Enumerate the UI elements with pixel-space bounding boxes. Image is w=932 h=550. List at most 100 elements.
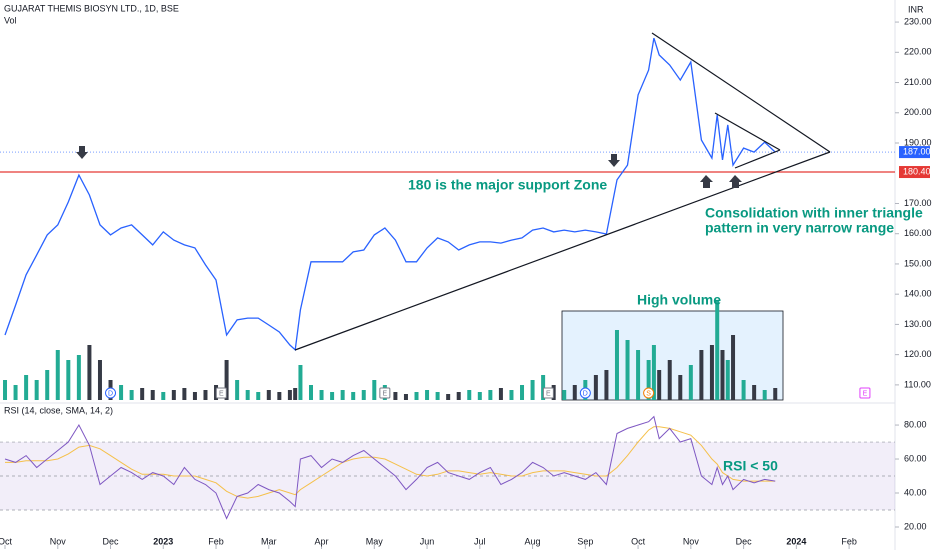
volume-bar	[235, 380, 240, 400]
event-marker	[859, 387, 871, 399]
volume-bar	[625, 340, 630, 400]
y-tick-label: 170.00	[904, 198, 932, 208]
price-tag	[899, 146, 930, 159]
event-marker	[105, 387, 117, 399]
volume-bar	[87, 345, 92, 400]
event-label: D	[108, 390, 113, 397]
x-tick-label: Oct	[0, 536, 13, 546]
price-tag-label: 187.00	[903, 146, 931, 156]
volume-bar	[319, 390, 324, 400]
volume-bar	[614, 330, 619, 400]
volume-bar	[277, 392, 282, 400]
volume-bar	[45, 370, 50, 400]
event-marker	[542, 387, 554, 399]
arrow-down	[76, 146, 88, 159]
rsi-note: RSI < 50	[723, 458, 778, 474]
rsi-tick-label: 60.00	[904, 453, 927, 463]
price-tag	[899, 166, 930, 179]
x-tick-label: Apr	[315, 536, 329, 546]
volume-bar	[330, 392, 335, 400]
inner-lower-line	[734, 149, 781, 169]
volume-bar	[667, 360, 672, 400]
volume-bar	[287, 390, 292, 400]
volume-bar	[97, 360, 102, 400]
rsi-label: RSI (14, close, SMA, 14, 2)	[4, 405, 113, 415]
x-tick-label: Nov	[683, 536, 700, 546]
title: GUJARAT THEMIS BIOSYN LTD., 1D, BSE	[4, 3, 179, 13]
y-tick-label: 120.00	[904, 349, 932, 359]
event-label: E	[863, 390, 868, 397]
x-tick-label: May	[366, 536, 384, 546]
volume-bar	[425, 390, 430, 400]
event-label: E	[383, 390, 388, 397]
volume-bar	[340, 390, 345, 400]
volume-bar	[182, 388, 187, 400]
y-tick-label: 160.00	[904, 228, 932, 238]
high-volume-box	[561, 310, 784, 401]
y-tick-label: 200.00	[904, 107, 932, 117]
volume-bar	[55, 350, 60, 400]
volume-label: Vol	[4, 15, 17, 25]
price-tag-label: 180.40	[903, 166, 931, 176]
lower-trendline	[294, 151, 831, 351]
arrow-up	[729, 175, 742, 188]
volume-bar	[24, 375, 29, 400]
volume-bar	[393, 392, 398, 400]
volume-bar	[773, 388, 778, 400]
consolidation-note: Consolidation with inner triangle	[705, 205, 923, 221]
volume-bar	[224, 360, 229, 400]
x-tick-label: 2024	[786, 536, 806, 546]
x-tick-label: Nov	[50, 536, 67, 546]
x-tick-label: Feb	[841, 536, 857, 546]
x-tick-label: Jul	[474, 536, 486, 546]
event-marker	[643, 387, 655, 399]
volume-bar	[520, 385, 525, 400]
rsi-tick-label: 40.00	[904, 487, 927, 497]
volume-bar	[414, 392, 419, 400]
volume-bar	[651, 345, 656, 400]
volume-bar	[477, 392, 482, 400]
volume-bar	[372, 380, 377, 400]
volume-bar	[593, 375, 598, 400]
event-label: S	[646, 390, 651, 397]
y-tick-label: 140.00	[904, 289, 932, 299]
support-note: 180 is the major support Zone	[408, 177, 607, 193]
volume-bar	[456, 392, 461, 400]
volume-bar	[530, 380, 535, 400]
volume-bar	[604, 370, 609, 400]
currency: INR	[908, 4, 924, 14]
volume-bar	[699, 350, 704, 400]
arrow-down	[608, 154, 620, 167]
trendlines	[294, 32, 831, 351]
arrow-up	[700, 175, 713, 188]
volume-bar	[572, 385, 577, 400]
x-tick-label: Aug	[525, 536, 541, 546]
volume-bar	[34, 380, 39, 400]
volume-bar	[709, 345, 714, 400]
rsi-line	[4, 415, 776, 520]
y-tick-label: 230.00	[904, 16, 932, 26]
volume-bar	[688, 365, 693, 400]
x-tick-label: Mar	[261, 536, 277, 546]
volume-bar	[731, 335, 736, 400]
y-tick-label: 220.00	[904, 47, 932, 57]
event-label: E	[219, 390, 224, 397]
volume-bar	[171, 390, 176, 400]
event-label: D	[583, 390, 588, 397]
volume-bar	[192, 392, 197, 400]
volume-bar	[720, 350, 725, 400]
volume-bar	[403, 394, 408, 400]
x-tick-label: Oct	[631, 536, 646, 546]
volume-bar	[298, 365, 303, 400]
volume-bar	[725, 360, 730, 400]
volume-bar	[150, 390, 155, 400]
consolidation-note: pattern in very narrow range	[705, 220, 894, 236]
volume-bar	[657, 370, 662, 400]
volume-bar	[266, 390, 271, 400]
volume-bar	[308, 385, 313, 400]
volume-bar	[256, 392, 261, 400]
volume-bar	[752, 385, 757, 400]
volume-bar	[351, 392, 356, 400]
event-marker	[215, 387, 227, 399]
